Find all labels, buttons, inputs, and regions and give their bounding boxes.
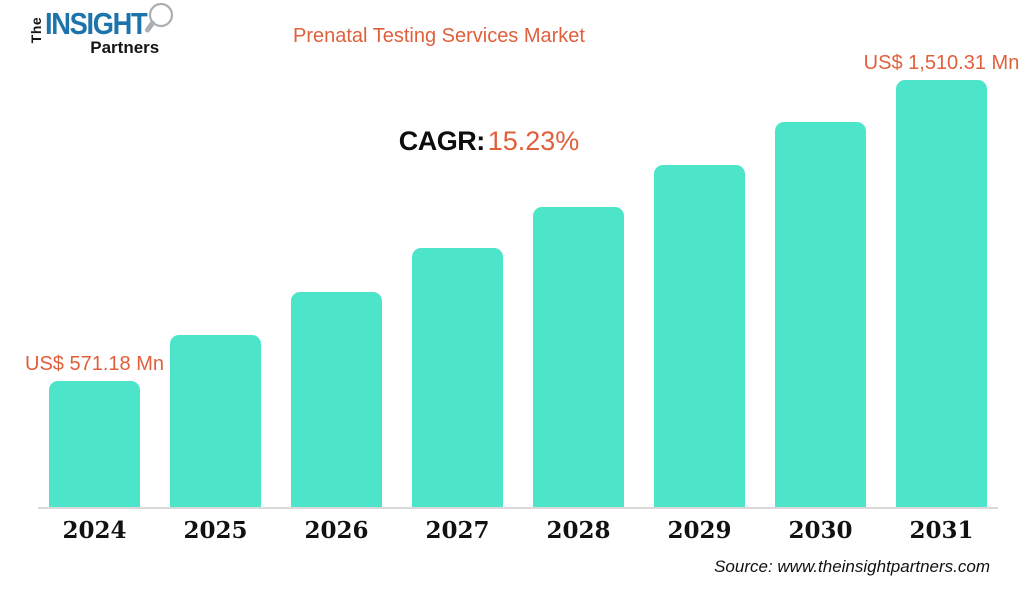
bar-2029 xyxy=(654,165,745,508)
magnifier-icon xyxy=(145,2,174,33)
x-tick-2028: 2028 xyxy=(546,517,611,544)
logo-partners-text: Partners xyxy=(90,38,160,57)
x-tick-2031: 2031 xyxy=(909,517,974,544)
bar-2028 xyxy=(533,207,624,508)
bar-plot: 2024 US$ 571.18 Mn 2025 2026 2027 2028 2029 203… xyxy=(25,52,1019,544)
bar-2025 xyxy=(170,335,261,508)
x-axis-line xyxy=(38,507,998,509)
logo: The INSIGHT Partners xyxy=(28,2,174,58)
x-tick-2026: 2026 xyxy=(304,517,369,544)
logo-insight-text: INSIGHT xyxy=(45,6,148,41)
chart-title: Prenatal Testing Services Market xyxy=(293,25,585,47)
bar-2031 xyxy=(896,80,987,508)
logo-main: INSIGHT Partners xyxy=(45,2,174,58)
x-tick-2030: 2030 xyxy=(788,517,853,544)
bar-2027 xyxy=(412,248,503,508)
x-tick-2027: 2027 xyxy=(425,517,490,544)
cagr-value: 15.23% xyxy=(487,126,580,156)
x-tick-2024: 2024 xyxy=(62,517,127,544)
logo-the-text: The xyxy=(28,16,45,44)
logo-top: INSIGHT xyxy=(45,2,174,41)
x-tick-2025: 2025 xyxy=(183,517,248,544)
source-text: Source: www.theinsightpartners.com xyxy=(714,557,990,576)
bar-2030 xyxy=(775,122,866,508)
bar-value-label-2031: US$ 1,510.31 Mn xyxy=(863,52,1020,74)
x-tick-2029: 2029 xyxy=(667,517,732,544)
logo-the: The xyxy=(28,8,45,52)
bar-value-label-2024: US$ 571.18 Mn xyxy=(25,353,164,375)
bar-2026 xyxy=(291,292,382,508)
bar-2024 xyxy=(49,381,140,508)
cagr-label: CAGR: xyxy=(398,126,486,156)
cagr-line: CAGR: 15.23% xyxy=(399,126,580,157)
